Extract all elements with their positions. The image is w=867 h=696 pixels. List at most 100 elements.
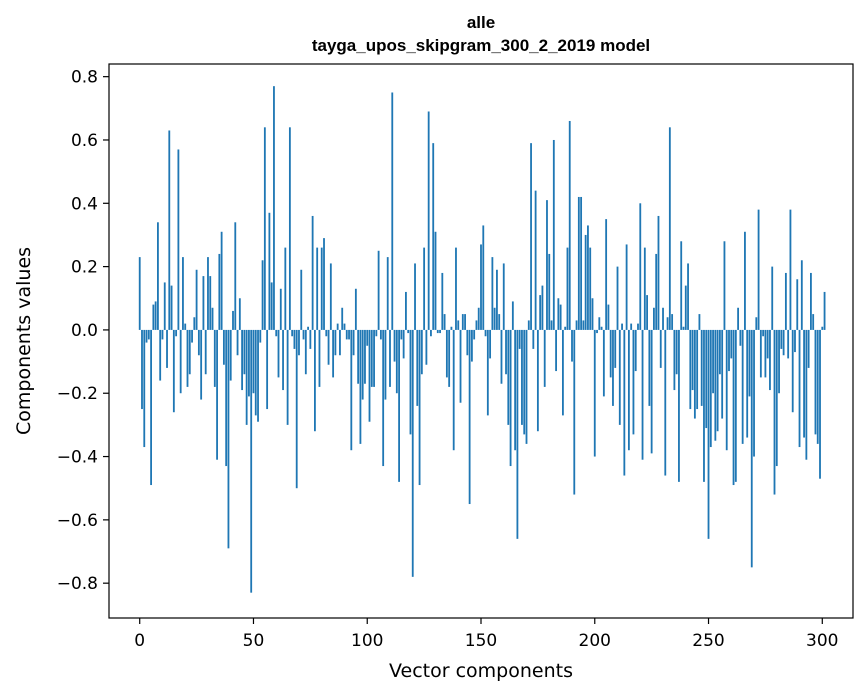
x-axis-label: Vector components (389, 660, 573, 682)
bar (493, 307, 496, 330)
bar (279, 288, 282, 330)
bar (819, 329, 821, 479)
bar (812, 314, 815, 330)
bar (766, 329, 769, 359)
bar (682, 326, 685, 330)
bar (696, 329, 699, 410)
bar (163, 282, 166, 330)
bar (393, 329, 396, 362)
bar (787, 329, 790, 359)
bar (539, 295, 542, 330)
bar (341, 307, 344, 330)
bar (416, 329, 419, 406)
bar (232, 310, 234, 330)
bar (536, 329, 539, 432)
bar (521, 329, 523, 425)
bar (207, 257, 209, 330)
bar (721, 329, 724, 419)
bar (691, 329, 694, 391)
bar (175, 329, 178, 337)
bar (530, 143, 532, 330)
bar (364, 329, 366, 384)
bar (750, 329, 753, 568)
bar (703, 329, 705, 482)
bar (357, 329, 360, 384)
bar (573, 329, 576, 495)
bar (464, 314, 466, 330)
bar (209, 276, 212, 330)
bar (693, 329, 696, 419)
bar (375, 329, 378, 337)
bar (514, 329, 517, 451)
bar (311, 215, 314, 330)
bar (423, 247, 426, 330)
bar (775, 329, 778, 467)
bar (532, 329, 535, 349)
bar (673, 329, 676, 391)
bar (559, 304, 562, 330)
bar (653, 307, 655, 330)
bar (400, 329, 403, 340)
bar (748, 329, 751, 397)
bar (648, 329, 651, 406)
bar (257, 329, 259, 422)
bar (728, 329, 730, 372)
bar (172, 329, 175, 413)
bar (591, 298, 594, 330)
bar (143, 329, 146, 448)
bar (482, 225, 485, 330)
bar (170, 285, 173, 330)
bar (507, 329, 510, 425)
bar (571, 329, 573, 362)
bar (379, 329, 382, 340)
bar (343, 323, 346, 330)
bar (684, 285, 687, 330)
bar (810, 272, 812, 330)
bar (332, 329, 335, 378)
bar (211, 307, 214, 330)
y-tick-label: −0.4 (57, 448, 98, 468)
x-tick-label: 50 (243, 631, 265, 651)
bar (327, 329, 330, 365)
bar (455, 247, 457, 330)
bar (316, 247, 319, 330)
bar (700, 329, 703, 406)
bar (368, 329, 371, 422)
bar (484, 329, 487, 337)
bar (562, 329, 564, 416)
bar (414, 263, 416, 330)
bar (746, 329, 749, 438)
bar (687, 263, 689, 330)
y-tick-label: −0.8 (57, 574, 98, 594)
bar (509, 329, 512, 467)
bar (657, 215, 660, 330)
bar (345, 329, 348, 340)
bar (757, 209, 760, 330)
bar (534, 190, 537, 330)
y-tick-label: 0.2 (71, 258, 98, 278)
bar (491, 257, 494, 330)
bar (805, 329, 808, 460)
bar (557, 298, 560, 330)
bar (443, 314, 446, 330)
bar (334, 329, 337, 356)
bar (646, 295, 648, 330)
bar (448, 329, 451, 387)
bar (370, 329, 373, 387)
bar (764, 329, 767, 378)
bar (418, 329, 421, 486)
bar (184, 323, 187, 330)
bar (546, 200, 548, 330)
bars-layer (138, 86, 826, 593)
bar (366, 329, 369, 346)
bar (441, 272, 444, 330)
bar (580, 196, 583, 330)
bar (141, 329, 143, 410)
bar (161, 329, 164, 340)
bar (177, 149, 180, 330)
bar (723, 241, 726, 330)
bar (238, 298, 241, 330)
bar (607, 304, 610, 330)
bar (650, 329, 653, 454)
bar (543, 329, 546, 387)
